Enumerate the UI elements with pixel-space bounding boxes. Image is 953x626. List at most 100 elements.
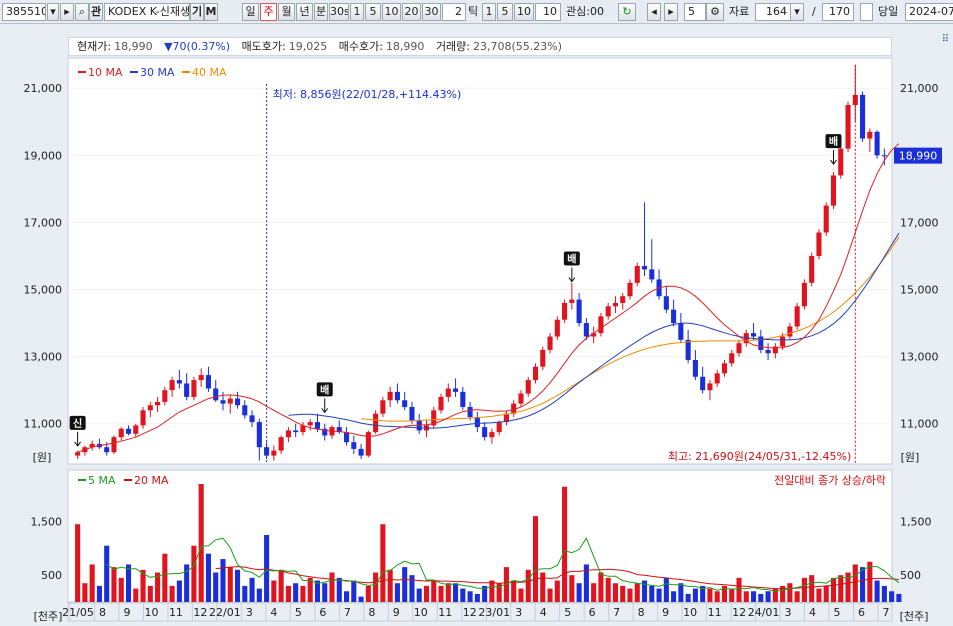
candle-body [838,148,844,176]
volume-bar [838,575,844,602]
candle-body [511,403,517,414]
volume-bar [511,580,517,602]
minute-30-button[interactable]: 30 [422,3,441,21]
today-checkbox[interactable] [860,3,873,21]
candle-body [387,391,393,401]
tick-10-button[interactable]: 10 [514,3,534,21]
settings-button[interactable]: ⚙ [706,3,724,21]
event-marker-arrow [321,398,329,414]
candle-body [823,205,829,233]
period-week-button[interactable]: 주 [260,3,277,21]
candle-body [845,104,851,149]
volume-bar [641,580,648,602]
x-tick-label: 10 [144,606,158,619]
volume-bar [685,593,691,602]
candle-body [474,417,480,428]
candle-body [234,398,241,406]
minute-1-button[interactable]: 1 [350,3,364,21]
event-marker-box [69,415,86,430]
volume-bar [729,588,735,602]
candle-body [293,430,299,433]
price-tick-label-right: 15,000 [900,284,939,297]
volume-bar [336,577,342,602]
candle-body [322,428,328,436]
minute-20-button[interactable]: 20 [402,3,421,21]
x-tick-label: 23/01 [478,606,510,619]
candle-body [489,432,495,438]
candle-body [402,400,408,407]
candle-body [285,430,291,438]
candle-body [532,366,539,381]
minute-10-button[interactable]: 10 [382,3,401,21]
volume-bar [155,572,161,602]
volume-bar [583,564,589,602]
scroll-right-button[interactable]: ▸ [664,3,678,21]
tick-1-button[interactable]: 1 [482,3,496,21]
side-menu-icon[interactable]: ⠿ [941,34,949,45]
scroll-left-button[interactable]: ◂ [647,3,661,21]
current-price-value: 18,990 [114,40,153,53]
volume-value: 23,708(55.23%) [473,40,563,53]
tag-gwan[interactable]: 관 [89,3,103,21]
candle-body [663,296,669,310]
price-tick-label-left: 11,000 [24,418,63,431]
volume-bar [402,567,408,602]
volume-bar [285,585,291,602]
search-button[interactable]: ⌕ [75,3,89,21]
chevron-down-icon: ▾ [794,5,800,18]
candle-body [358,448,364,456]
candle-body [714,373,720,384]
x-tick-label: 7 [883,606,890,619]
search-icon: ⌕ [78,5,86,18]
legend-label: 10 MA [88,66,123,79]
code-dropdown-button[interactable]: ▾ [47,3,59,21]
volume-tick-label-left: 1,500 [31,516,63,529]
minute-30s-button[interactable]: 30s [329,3,349,21]
chart-canvas[interactable]: 11,000 11,000 13,000 13,000 15,000 15,000 17,0… [0,24,953,626]
volume-bar [394,583,400,602]
volume-bar [423,585,430,602]
period-year-button[interactable]: 년 [296,3,313,21]
stock-code-input[interactable]: 385510 [2,3,46,21]
candle-body [867,131,873,139]
candle-body [351,442,357,449]
volume-bar [431,580,437,602]
candle-body [612,302,618,307]
data-count-select[interactable]: 164 [755,3,791,21]
candle-body [453,388,459,392]
x-tick-label: 21/05 [62,606,94,619]
minute-5-button[interactable]: 5 [365,3,381,21]
tag-m-button[interactable]: M [204,3,218,21]
volume-bar [525,569,531,602]
tag-gi-button[interactable]: 기 [190,3,204,21]
refresh-button[interactable]: ↻ [618,3,636,21]
next-code-button[interactable]: ▸ [60,3,74,21]
candle-body [75,452,81,456]
price-unit-label-left: [원] [33,451,52,464]
volume-unit-label-right: [천주] [900,609,929,623]
count-input[interactable]: 5 [684,3,706,21]
x-tick-label: 12 [732,606,746,619]
event-marker-arrow [830,150,837,165]
candle-body [227,398,233,404]
volume-bar [780,585,786,602]
candle-body [155,401,161,406]
event-marker-box [825,134,842,149]
volume-bar [692,588,698,602]
volume-bar [125,564,132,602]
price-change-value: ▼70(0.37%) [164,40,231,53]
tick-5-button[interactable]: 5 [497,3,513,21]
volume-bar [322,583,328,602]
volume-tick-label-right: 500 [900,569,921,582]
data-count-dropdown[interactable]: ▾ [790,3,804,21]
candle-body [598,316,604,334]
date-input[interactable]: 2024-07- [905,3,953,21]
period-minute-button[interactable]: 분 [314,3,328,21]
candle-body [467,406,473,418]
minute-input[interactable]: 2 [442,3,466,21]
tick-input[interactable]: 10 [535,3,561,21]
period-day-button[interactable]: 일 [242,3,259,21]
period-month-button[interactable]: 월 [278,3,295,21]
candle-body [562,302,568,320]
volume-bar [787,583,793,602]
